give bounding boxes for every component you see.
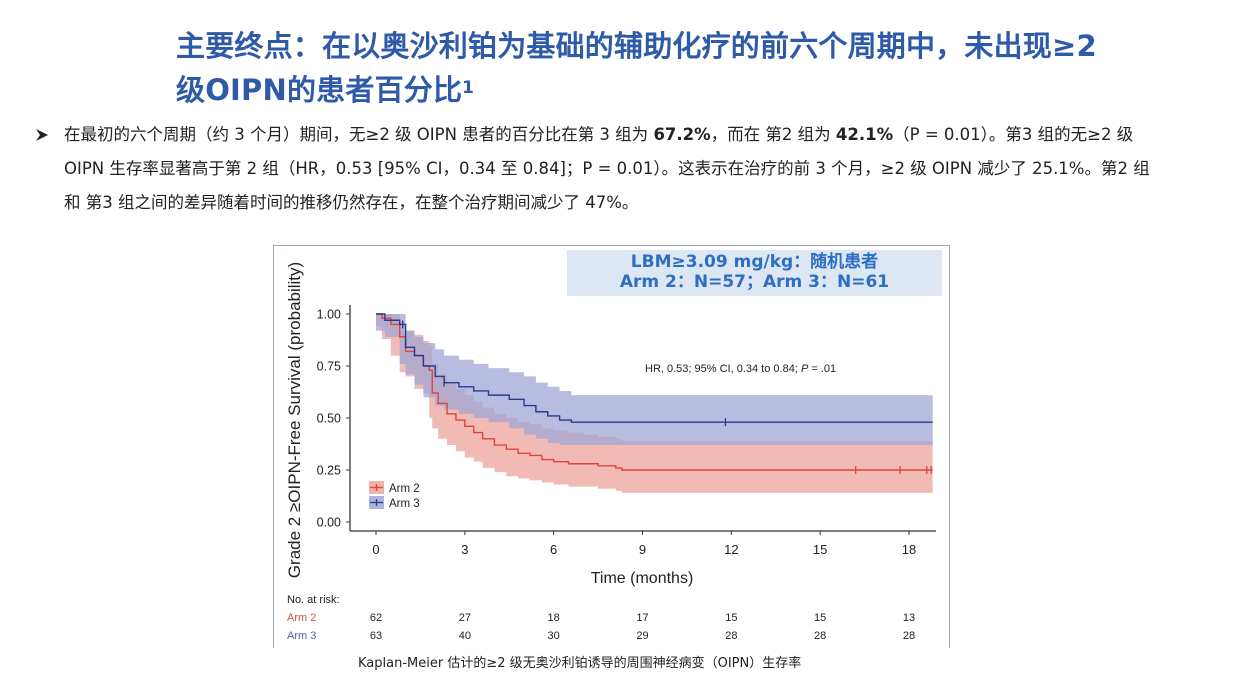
summary-bullet: 在最初的六个周期（约 3 个月）期间，无≥2 级 OIPN 患者的百分比在第 3…: [34, 118, 1214, 220]
summary-text: 在最初的六个周期（约 3 个月）期间，无≥2 级 OIPN 患者的百分比在第 3…: [64, 125, 1150, 212]
subgroup-label-box: LBM≥3.09 mg/kg：随机患者 Arm 2：N=57；Arm 3：N=6…: [567, 250, 942, 296]
title-line-2: 级OIPN的患者百分比: [176, 73, 463, 107]
slide-title: 主要终点：在以奥沙利铂为基础的辅助化疗的前六个周期中，未出现≥2 级OIPN的患…: [176, 24, 1216, 112]
subgroup-line-1: LBM≥3.09 mg/kg：随机患者: [630, 252, 879, 272]
title-line-1: 主要终点：在以奥沙利铂为基础的辅助化疗的前六个周期中，未出现≥2: [176, 29, 1097, 63]
arm2-percentage: 42.1%: [835, 125, 894, 144]
footnote-reference: 1: [462, 78, 475, 98]
arrowhead-bullet-icon: [36, 129, 48, 141]
chart-frame: [273, 245, 950, 648]
figure-caption: Kaplan-Meier 估计的≥2 级无奥沙利铂诱导的周围神经病变（OIPN）…: [358, 656, 802, 671]
subgroup-line-2: Arm 2：N=57；Arm 3：N=61: [619, 272, 890, 292]
arm3-percentage: 67.2%: [653, 125, 711, 144]
